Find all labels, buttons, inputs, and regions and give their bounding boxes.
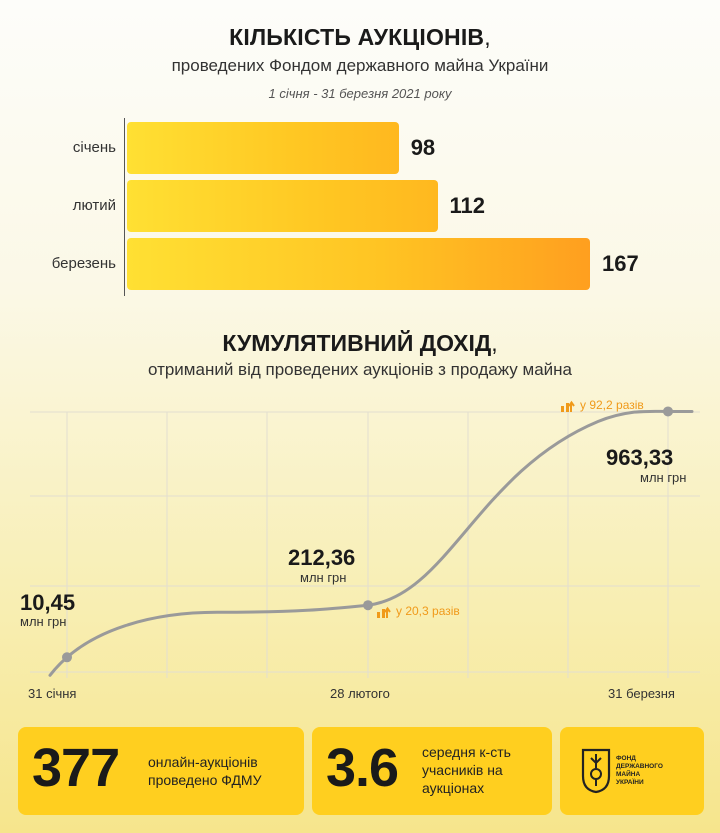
bar-value-label: 98 — [410, 135, 436, 160]
grid — [30, 411, 700, 678]
line-chart-subtitle: отриманий від проведених аукціонів з про… — [147, 360, 573, 379]
point-value-label: 963,33 — [606, 445, 674, 470]
stat-text-line: онлайн-аукціонів — [148, 754, 258, 770]
x-tick-label: 28 лютого — [330, 686, 390, 701]
bar-chart-title: КІЛЬКІСТЬ АУКЦІОНІВ, — [229, 24, 491, 50]
stat-text-line: середня к-сть — [422, 744, 511, 760]
point-value-label: 212,36 — [288, 545, 356, 570]
data-point — [363, 600, 373, 611]
bar-label: січень — [72, 139, 116, 156]
stat-number: 3.6 — [326, 738, 399, 798]
bar-row-february: лютий 112 — [0, 180, 720, 232]
x-tick-label: 31 березня — [608, 686, 675, 701]
growth-badge: у 20,3 разів — [376, 604, 460, 618]
point-unit-label: млн грн — [640, 470, 687, 485]
fdmu-logo: ФОНД ДЕРЖАВНОГО МАЙНА УКРАЇНИ — [580, 742, 690, 800]
growth-arrow-icon — [377, 606, 391, 618]
line-chart — [30, 406, 700, 678]
logo-text-line: ДЕРЖАВНОГО — [616, 763, 663, 770]
bar-row-march: березень 167 — [0, 238, 720, 290]
bar-label: березень — [51, 255, 116, 272]
logo-text-line: МАЙНА — [616, 771, 641, 778]
stat-text: онлайн-аукціонів проведено ФДМУ — [148, 753, 262, 789]
bar — [127, 180, 438, 232]
stat-text: середня к-сть учасників на аукціонах — [422, 743, 511, 797]
bar-value-label: 112 — [449, 193, 486, 218]
bar-label: лютий — [72, 197, 116, 214]
data-point — [663, 406, 673, 417]
fdmu-logo-icon — [581, 748, 611, 794]
point-unit-label: млн грн — [20, 614, 67, 629]
growth-label: у 92,2 разів — [580, 398, 644, 412]
growth-label: у 20,3 разів — [396, 604, 460, 618]
logo-text-line: УКРАЇНИ — [616, 779, 644, 786]
stat-text-line: аукціонах — [422, 780, 485, 796]
line-chart-title: КУМУЛЯТИВНИЙ ДОХІД, — [222, 330, 498, 356]
stat-card-participants: 3.6 середня к-сть учасників на аукціонах — [312, 727, 552, 815]
bar — [127, 122, 399, 174]
logo-card: ФОНД ДЕРЖАВНОГО МАЙНА УКРАЇНИ — [560, 727, 704, 815]
logo-text-line: ФОНД — [616, 755, 636, 762]
bar-chart-subtitle: проведених Фондом державного майна Украї… — [171, 56, 549, 75]
bar-row-january: січень 98 — [0, 122, 720, 174]
bar — [127, 238, 590, 290]
data-point — [62, 652, 72, 663]
stat-text-line: учасників на — [422, 762, 503, 778]
growth-badge: у 92,2 разів — [560, 398, 644, 412]
bar-chart-period: 1 січня - 31 березня 2021 року — [268, 86, 452, 101]
point-value-label: 10,45 — [20, 590, 76, 615]
bar-chart-axis — [124, 118, 125, 296]
stat-text-line: проведено ФДМУ — [148, 772, 262, 788]
series-line — [48, 409, 694, 677]
logo-text: ФОНД ДЕРЖАВНОГО МАЙНА УКРАЇНИ — [616, 755, 663, 787]
bar-value-label: 167 — [602, 251, 639, 276]
x-tick-label: 31 січня — [28, 686, 77, 701]
stat-number: 377 — [32, 738, 120, 798]
stat-card-auctions: 377 онлайн-аукціонів проведено ФДМУ — [18, 727, 304, 815]
bar-chart: січень 98 лютий 112 березень 167 — [0, 118, 720, 298]
point-unit-label: млн грн — [300, 570, 347, 585]
growth-arrow-icon — [561, 400, 575, 412]
